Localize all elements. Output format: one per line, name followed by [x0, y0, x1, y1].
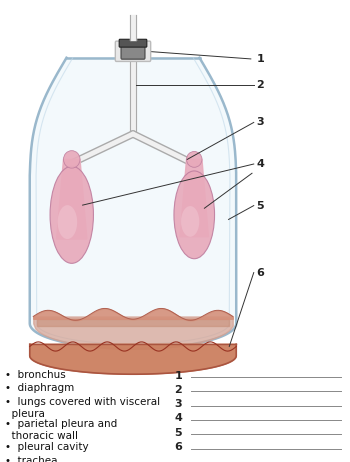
Text: 2: 2	[174, 385, 182, 395]
Ellipse shape	[181, 206, 200, 237]
Text: 3: 3	[257, 117, 264, 128]
Text: •  lungs covered with visceral
  pleura: • lungs covered with visceral pleura	[5, 397, 160, 419]
Text: 4: 4	[174, 413, 182, 424]
Text: 4: 4	[257, 159, 265, 169]
Text: 5: 5	[257, 201, 264, 211]
Text: 5: 5	[174, 428, 182, 438]
FancyBboxPatch shape	[121, 43, 145, 59]
Polygon shape	[57, 159, 87, 239]
Ellipse shape	[58, 205, 77, 239]
Text: •  parietal pleura and
  thoracic wall: • parietal pleura and thoracic wall	[5, 419, 118, 442]
Text: 1: 1	[257, 54, 264, 64]
Text: •  diaphragm: • diaphragm	[5, 383, 75, 394]
Text: 3: 3	[174, 399, 182, 409]
Ellipse shape	[187, 152, 202, 167]
Text: •  pleural cavity: • pleural cavity	[5, 442, 89, 452]
Ellipse shape	[63, 151, 80, 168]
Text: •  bronchus: • bronchus	[5, 370, 66, 380]
Polygon shape	[180, 159, 209, 237]
Ellipse shape	[50, 166, 93, 263]
Polygon shape	[30, 58, 236, 349]
Text: •  trachea: • trachea	[5, 456, 58, 462]
Text: 1: 1	[174, 371, 182, 381]
Polygon shape	[30, 344, 236, 374]
Text: 6: 6	[257, 267, 265, 278]
Text: 2: 2	[257, 80, 264, 91]
FancyBboxPatch shape	[116, 41, 151, 61]
Text: 6: 6	[174, 442, 182, 452]
Ellipse shape	[174, 171, 215, 259]
FancyBboxPatch shape	[119, 39, 147, 47]
